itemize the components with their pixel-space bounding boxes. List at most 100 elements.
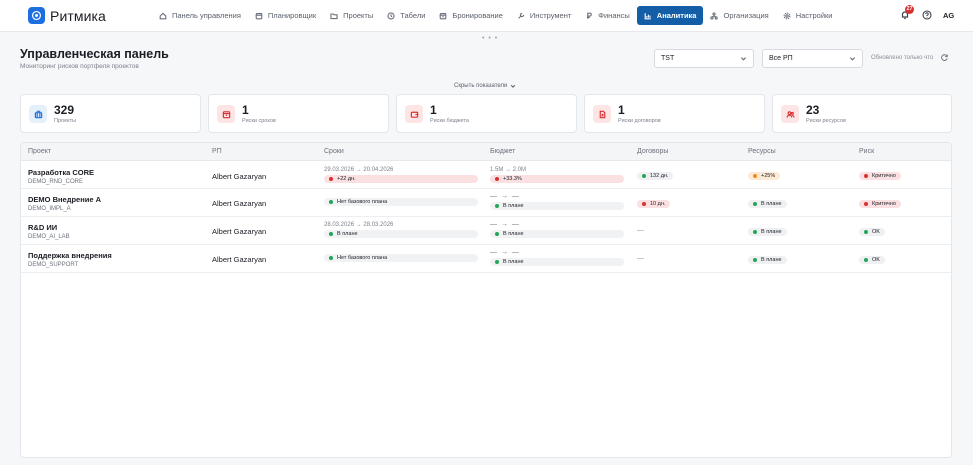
nav-item-label: Аналитика [656, 11, 697, 20]
col-header-resources[interactable]: Ресурсы [748, 148, 776, 155]
nav-item-tools[interactable]: Инструмент [510, 6, 578, 25]
booking-icon [440, 12, 447, 19]
budget-cell: — → — В плане [490, 249, 624, 266]
risk-badge: Критично [859, 200, 901, 208]
col-header-project[interactable]: Проект [28, 148, 52, 155]
status-dot [495, 232, 499, 236]
kpi-card-contract-risks[interactable]: 1 Риски договоров [584, 94, 765, 133]
table-row[interactable]: Поддержка внедрения DEMO_SUPPORT Albert … [21, 245, 951, 273]
pm-select[interactable]: Все РП [762, 49, 863, 68]
resources-value: В плане [761, 257, 782, 263]
nav-item-label: Организация [723, 11, 769, 20]
schedule-cell: Нет базового плана [324, 198, 478, 206]
col-header-pm[interactable]: РП [212, 148, 222, 155]
risk-badge: OK [859, 228, 885, 236]
resources-value: +25% [761, 173, 776, 179]
budget-status-bar: В плане [490, 258, 624, 266]
resources-cell: В плане [748, 227, 787, 236]
project-name[interactable]: Разработка CORE [28, 168, 95, 177]
nav-item-booking[interactable]: Бронирование [432, 6, 510, 25]
app-logo[interactable]: Ритмика [28, 7, 106, 24]
nav-item-label: Планировщик [267, 11, 317, 20]
kpi-card-budget-risks[interactable]: 1 Риски бюджета [396, 94, 577, 133]
drag-handle-icon[interactable]: • • • [482, 35, 499, 42]
refresh-icon[interactable] [940, 53, 949, 62]
logo-icon [28, 7, 45, 24]
table-row[interactable]: DEMO Внедрение A DEMO_IMPL_A Albert Gaza… [21, 189, 951, 217]
document-icon [593, 105, 611, 123]
resources-cell: В плане [748, 255, 787, 264]
nav-item-organization[interactable]: Организация [703, 6, 775, 25]
status-dot [753, 202, 757, 206]
chart-icon [644, 12, 651, 19]
app-name: Ритмика [50, 7, 106, 24]
table-row[interactable]: R&D ИИ DEMO_AI_LAB Albert Gazaryan 28.03… [21, 217, 951, 245]
kpi-value: 1 [242, 103, 249, 117]
avatar[interactable]: AG [943, 11, 955, 20]
nav-item-settings[interactable]: Настройки [776, 6, 840, 25]
project-name[interactable]: R&D ИИ [28, 223, 58, 232]
kpi-card-projects[interactable]: 329 Проекты [20, 94, 201, 133]
calendar-alert-icon [217, 105, 235, 123]
status-dot [642, 174, 646, 178]
col-header-risk[interactable]: Риск [859, 148, 875, 155]
nav-item-analytics[interactable]: Аналитика [636, 6, 704, 25]
project-cell: R&D ИИ DEMO_AI_LAB [28, 223, 70, 240]
budget-range: — → — [490, 249, 520, 256]
col-header-schedule[interactable]: Сроки [324, 148, 344, 155]
status-dot [329, 232, 333, 236]
nav-item-label: Финансы [598, 11, 630, 20]
nav-item-finance[interactable]: Финансы [578, 6, 637, 25]
budget-range: — → — [490, 221, 520, 228]
portfolio-select-value: TST [661, 55, 675, 62]
resources-badge: В плане [748, 228, 787, 236]
schedule-status-bar: +22 дн. [324, 175, 478, 183]
schedule-status: +22 дн. [337, 176, 356, 182]
project-name[interactable]: Поддержка внедрения [28, 251, 112, 260]
col-header-budget[interactable]: Бюджет [490, 148, 516, 155]
org-icon [710, 11, 719, 20]
status-dot [329, 177, 333, 181]
ruble-icon [587, 12, 593, 19]
projects-risk-table: Проект РП Сроки Бюджет Договоры Ресурсы … [20, 142, 952, 458]
schedule-cell: 28.03.2026 → 28.03.2026 В плане [324, 222, 478, 238]
col-header-contracts[interactable]: Договоры [637, 148, 669, 155]
chevron-down-icon [511, 84, 516, 88]
nav-item-timesheets[interactable]: Табели [380, 6, 432, 25]
budget-status: +33.3% [503, 176, 522, 182]
contracts-value: — [637, 255, 644, 262]
portfolio-select[interactable]: TST [654, 49, 754, 68]
kpi-label: Проекты [54, 118, 77, 124]
kpi-label: Риски договоров [618, 118, 661, 124]
schedule-status: Нет базового плана [337, 255, 388, 261]
budget-status: В плане [503, 231, 524, 237]
nav-item-planner[interactable]: Планировщик [248, 6, 323, 25]
kpi-value: 1 [430, 103, 437, 117]
help-icon[interactable] [922, 10, 932, 20]
budget-status-bar: +33.3% [490, 175, 624, 183]
updated-status: Обновлено только что [871, 55, 934, 61]
schedule-status: Нет базового плана [337, 199, 388, 205]
risk-value: OK [872, 257, 880, 263]
budget-cell: — → — В плане [490, 193, 624, 210]
toggle-kpi-button[interactable]: Скрыть показатели [454, 83, 516, 89]
risk-value: Критично [872, 173, 896, 179]
nav-item-projects[interactable]: Проекты [323, 6, 380, 25]
resources-value: В плане [761, 229, 782, 235]
table-row[interactable]: Разработка CORE DEMO_RND_CORE Albert Gaz… [21, 161, 951, 189]
kpi-value: 23 [806, 103, 820, 117]
status-dot [864, 230, 868, 234]
project-name[interactable]: DEMO Внедрение A [28, 195, 102, 204]
project-code: DEMO_IMPL_A [28, 206, 71, 212]
kpi-card-schedule-risks[interactable]: 1 Риски сроков [208, 94, 389, 133]
nav-item-dashboard[interactable]: Панель управления [152, 6, 248, 25]
wallet-icon [405, 105, 423, 123]
schedule-range: 29.03.2026 → 20.04.2026 [324, 167, 394, 173]
resources-badge: В плане [748, 200, 787, 208]
risk-cell: OK [859, 255, 885, 264]
status-dot [753, 174, 757, 178]
kpi-card-resource-risks[interactable]: 23 Риски ресурсов [772, 94, 952, 133]
schedule-status-bar: В плане [324, 230, 478, 238]
budget-status: В плане [503, 203, 524, 209]
resources-cell: В плане [748, 199, 787, 208]
